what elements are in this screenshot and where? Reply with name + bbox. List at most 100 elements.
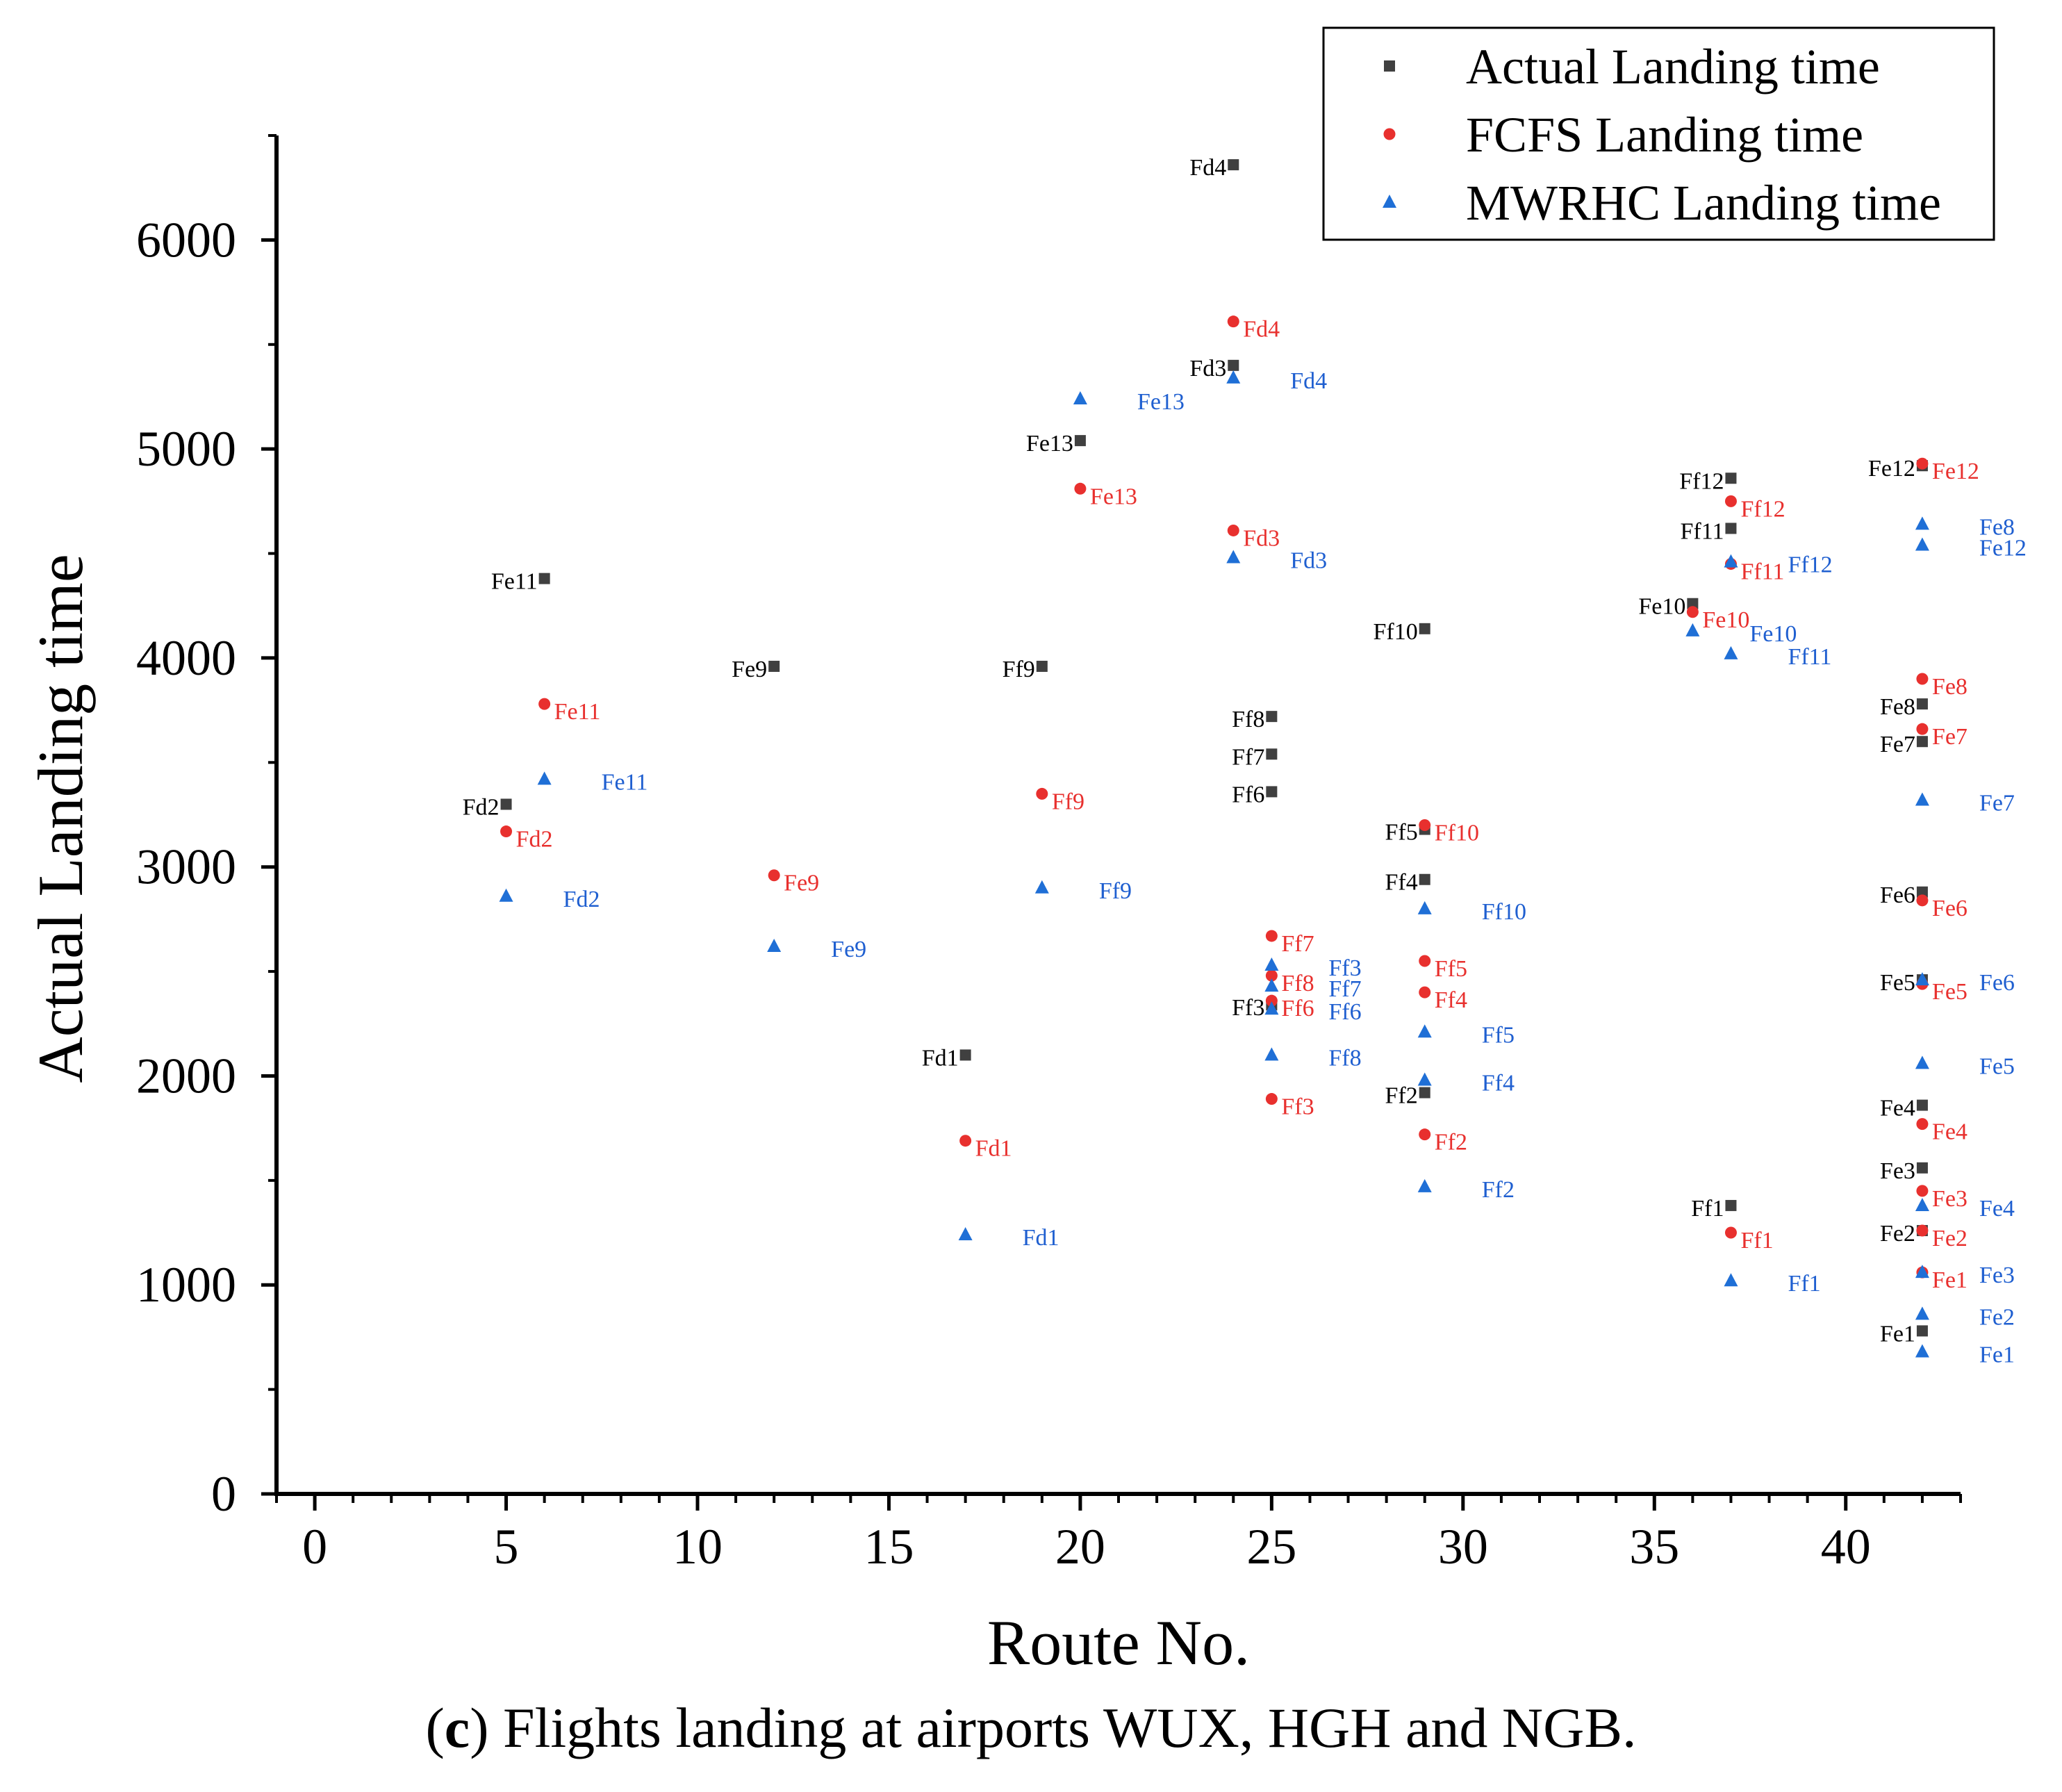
data-label: Ff4 <box>1385 870 1417 896</box>
data-label: Ff2 <box>1435 1130 1467 1156</box>
data-point <box>768 660 780 672</box>
data-label: Fe3 <box>1979 1263 2015 1288</box>
data-label: Ff10 <box>1482 899 1526 925</box>
data-label: Ff8 <box>1232 707 1264 732</box>
data-point <box>1419 955 1431 967</box>
data-point <box>1036 787 1048 800</box>
data-point <box>1916 894 1929 907</box>
data-label: Fe7 <box>1880 732 1915 757</box>
data-point <box>1916 1099 1928 1111</box>
y-tick-label: 0 <box>211 1466 236 1522</box>
data-label: Ff8 <box>1328 1045 1361 1071</box>
data-label: Ff7 <box>1328 976 1361 1002</box>
data-label: Fe13 <box>1137 389 1185 415</box>
x-tick-label: 35 <box>1629 1519 1679 1575</box>
data-point <box>1916 886 1928 898</box>
caption-open: ( <box>425 1696 445 1759</box>
legend-box <box>1322 26 1995 241</box>
data-point <box>1724 1226 1737 1239</box>
data-label: Fe2 <box>1880 1221 1915 1247</box>
data-point <box>959 1049 971 1061</box>
data-point <box>1419 873 1430 885</box>
data-label: Fe6 <box>1979 970 2015 996</box>
data-point <box>1724 554 1738 568</box>
data-point <box>1916 698 1928 710</box>
data-label: Fd3 <box>1290 548 1327 574</box>
data-point <box>1685 623 1700 636</box>
data-point <box>537 771 552 785</box>
data-label: Ff6 <box>1281 996 1314 1021</box>
data-point <box>1266 786 1278 798</box>
data-label: Ff1 <box>1691 1196 1724 1222</box>
data-point <box>1916 1185 1929 1197</box>
data-label: Fd1 <box>1023 1225 1059 1251</box>
data-label: Ff10 <box>1373 619 1417 645</box>
data-point <box>1227 315 1239 328</box>
data-point <box>1915 1306 1929 1320</box>
data-label: Ff1 <box>1788 1271 1820 1297</box>
data-point <box>1419 819 1431 832</box>
data-label: Fd4 <box>1189 155 1226 181</box>
data-point <box>1226 550 1241 564</box>
x-tick-label: 20 <box>1055 1519 1105 1575</box>
data-point <box>1725 523 1737 534</box>
data-label: Fe10 <box>1749 621 1797 647</box>
data-label: Ff7 <box>1281 931 1314 957</box>
data-label: Ff3 <box>1232 995 1264 1021</box>
data-label: Fe9 <box>732 657 767 682</box>
data-label: Fe6 <box>1932 896 1968 921</box>
figure-caption: (c) Flights landing at airports WUX, HGH… <box>0 1695 2062 1761</box>
data-point <box>500 825 513 838</box>
data-label: Fd2 <box>516 827 553 853</box>
data-point <box>1916 1325 1928 1337</box>
legend-marker <box>1383 128 1396 140</box>
data-label: Fe4 <box>1979 1196 2015 1222</box>
data-label: Fe6 <box>1880 882 1915 908</box>
data-point <box>1915 972 1929 986</box>
data-label: Fd4 <box>1290 368 1327 394</box>
x-tick-label: 0 <box>302 1519 327 1575</box>
x-tick-label: 15 <box>864 1519 914 1575</box>
data-point <box>1916 457 1929 470</box>
data-label: Fd4 <box>1243 317 1280 343</box>
data-point <box>1417 1024 1432 1038</box>
data-label: Fd2 <box>463 794 500 820</box>
legend-marker <box>1383 195 1396 208</box>
y-tick-label: 1000 <box>136 1257 236 1313</box>
x-tick-label: 5 <box>494 1519 519 1575</box>
data-label: Fe8 <box>1880 694 1915 720</box>
data-label: Ff1 <box>1740 1228 1773 1253</box>
data-point <box>1419 1128 1431 1141</box>
series-mwrhc <box>499 370 1929 1358</box>
data-label: Fd2 <box>563 887 600 912</box>
data-label: Fe11 <box>602 769 648 795</box>
data-label: Fe8 <box>1979 514 2015 540</box>
data-label: Fe11 <box>491 569 538 595</box>
data-label: Ff3 <box>1328 955 1361 981</box>
data-point <box>1264 1047 1279 1061</box>
legend-label: MWRHC Landing time <box>1466 175 1941 231</box>
data-point <box>1266 748 1278 760</box>
data-label: Fe5 <box>1932 979 1968 1005</box>
data-label: Fe10 <box>1702 607 1749 633</box>
data-label: Ff11 <box>1788 644 1831 670</box>
data-point <box>1265 969 1278 982</box>
data-point <box>959 1135 972 1147</box>
data-label: Fe3 <box>1932 1186 1968 1212</box>
data-point <box>1266 711 1278 723</box>
data-label: Ff6 <box>1328 999 1361 1025</box>
data-point <box>1036 660 1048 672</box>
data-point <box>1264 957 1279 971</box>
data-label: Fe13 <box>1090 484 1137 509</box>
data-label: Fe7 <box>1979 790 2015 816</box>
data-marks <box>499 159 1929 1358</box>
data-label: Fe5 <box>1979 1053 2015 1079</box>
data-label: Ff9 <box>1052 789 1084 814</box>
y-tick-label: 2000 <box>136 1048 236 1103</box>
data-label: Ff5 <box>1385 820 1417 846</box>
data-label: Fe8 <box>1932 674 1968 700</box>
x-tick-label: 30 <box>1438 1519 1488 1575</box>
data-label: Ff3 <box>1281 1094 1314 1120</box>
data-point <box>1265 930 1278 942</box>
